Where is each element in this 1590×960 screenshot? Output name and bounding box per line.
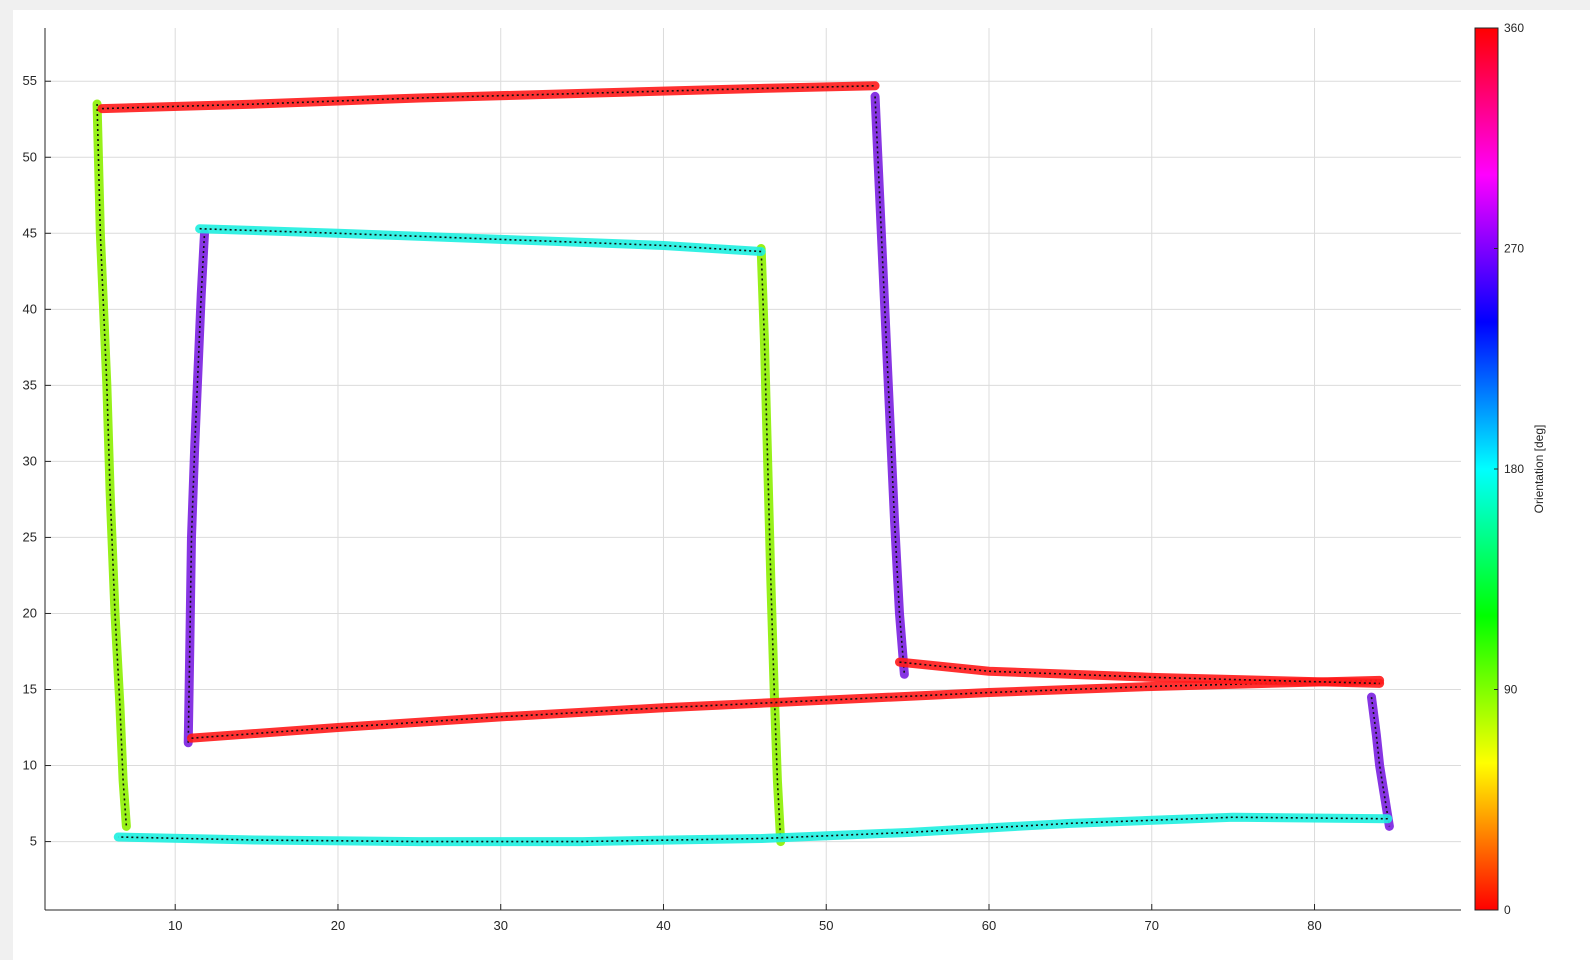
series-band-6: [186, 675, 1385, 743]
y-tick-label-5: 30: [23, 453, 37, 468]
series-path-2: [187, 233, 206, 743]
plot-area: 10 20 30 40 50 60 70 80 5 10 15 20 25 30 35 40 45 50 55: [23, 28, 1461, 933]
colorbar-label: Orientation [deg]: [1532, 425, 1546, 514]
colorbar-tick-label-4: 360: [1504, 21, 1524, 35]
y-axis-ticks: 5 10 15 20 25 30 35 40 45 50 55: [23, 73, 51, 849]
x-tick-label-1: 20: [331, 918, 345, 933]
series-path-1: [760, 248, 782, 842]
colorbar-tick-label-0: 0: [1504, 903, 1511, 917]
series-band-9: [113, 812, 1393, 847]
x-tick-label-4: 50: [819, 918, 833, 933]
y-tick-label-8: 45: [23, 225, 37, 240]
colorbar-tick-label-3: 270: [1504, 242, 1524, 256]
y-tick-label-9: 50: [23, 149, 37, 164]
colorbar-tick-label-2: 180: [1504, 462, 1524, 476]
y-tick-label-6: 35: [23, 377, 37, 392]
y-tick-label-7: 40: [23, 301, 37, 316]
y-tick-label-3: 20: [23, 605, 37, 620]
y-tick-label-0: 5: [30, 834, 37, 849]
series-path-3: [874, 96, 906, 675]
colorbar: 0 90 180 270 360 Orientation [deg]: [1474, 21, 1546, 917]
x-tick-label-3: 40: [656, 918, 670, 933]
x-tick-label-0: 10: [168, 918, 182, 933]
series-path-4: [1370, 697, 1391, 827]
x-tick-label-2: 30: [493, 918, 507, 933]
y-tick-label-1: 10: [23, 758, 37, 773]
series-band-0: [92, 99, 131, 831]
y-tick-label-4: 25: [23, 529, 37, 544]
colorbar-ticks: 0 90 180 270 360: [1494, 21, 1524, 917]
series-path-8: [199, 227, 762, 253]
x-tick-label-6: 70: [1145, 918, 1159, 933]
colorbar-tick-label-1: 90: [1504, 683, 1518, 697]
y-tick-label-10: 55: [23, 73, 37, 88]
x-axis-ticks: 10 20 30 40 50 60 70 80: [168, 904, 1322, 933]
trajectory-series: [92, 81, 1394, 847]
x-tick-label-7: 80: [1307, 918, 1321, 933]
y-tick-label-2: 15: [23, 682, 37, 697]
series-path-7: [899, 661, 1380, 685]
series-band-5: [97, 81, 880, 114]
x-tick-label-5: 60: [982, 918, 996, 933]
axes-background: [45, 28, 1461, 910]
